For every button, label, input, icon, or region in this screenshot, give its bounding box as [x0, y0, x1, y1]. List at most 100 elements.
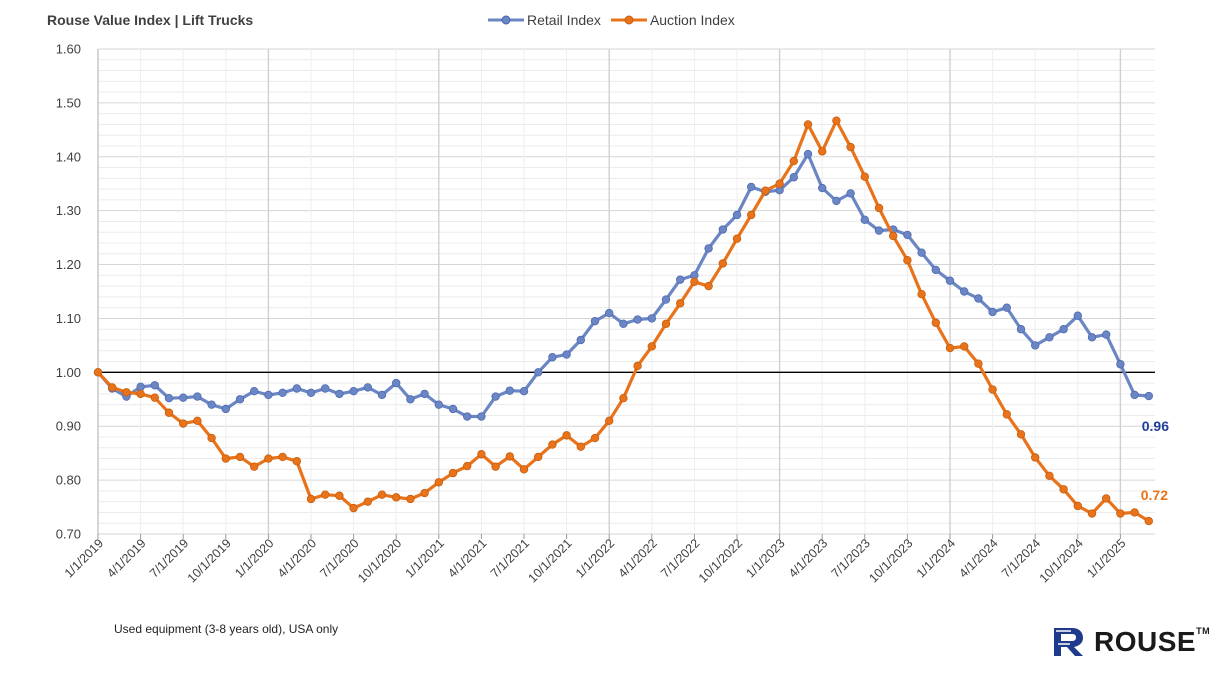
data-point-auction — [335, 491, 344, 500]
x-tick-label: 1/1/2022 — [573, 536, 617, 580]
data-point-auction — [747, 210, 756, 220]
data-point-auction — [818, 147, 827, 156]
legend-label-auction: Auction Index — [649, 12, 735, 28]
data-point-auction — [93, 368, 103, 377]
data-point-retail — [434, 400, 443, 409]
data-point-auction — [732, 234, 742, 243]
brand-name: ROUSETM — [1094, 626, 1210, 658]
data-point-retail — [1116, 360, 1125, 369]
x-tick-label: 10/1/2020 — [355, 536, 404, 585]
data-point-auction — [903, 256, 912, 265]
data-point-retail — [349, 386, 358, 396]
data-point-retail — [747, 182, 756, 192]
data-point-auction — [477, 450, 486, 459]
data-point-auction — [633, 361, 642, 371]
x-tick-label: 7/1/2019 — [147, 536, 191, 580]
data-point-retail — [406, 395, 415, 404]
data-point-auction — [960, 342, 969, 351]
data-point-retail — [292, 384, 301, 393]
data-point-auction — [392, 493, 401, 502]
data-point-retail — [818, 183, 827, 193]
data-point-retail — [1045, 333, 1054, 342]
data-point-retail — [931, 265, 940, 275]
data-point-auction — [178, 419, 188, 428]
data-point-auction — [1144, 516, 1153, 526]
data-point-retail — [832, 196, 841, 206]
data-point-retail — [661, 295, 671, 304]
trademark-mark: TM — [1196, 626, 1211, 636]
data-point-retail — [860, 215, 869, 225]
data-point-retail — [874, 226, 884, 235]
x-tick-label: 10/1/2019 — [185, 536, 234, 585]
data-point-retail — [605, 308, 614, 318]
data-point-retail — [505, 386, 514, 395]
data-point-auction — [1016, 430, 1026, 439]
x-tick-label: 1/1/2019 — [62, 536, 106, 580]
data-point-retail — [704, 244, 713, 253]
end-labels: 0.96 0.72 — [1141, 418, 1169, 503]
data-point-auction — [690, 277, 699, 286]
data-point-auction — [420, 488, 429, 498]
data-point-auction — [221, 454, 230, 463]
data-point-auction — [448, 468, 458, 478]
chart-legend: Retail Index Auction Index — [488, 12, 735, 28]
x-tick-label: 10/1/2022 — [696, 536, 745, 585]
y-axis: 0.70 0.80 0.90 1.00 1.10 1.20 1.30 1.40 1.50 1.60 — [56, 42, 99, 542]
data-point-retail — [1073, 311, 1082, 320]
data-point-retail — [150, 381, 159, 390]
data-point-auction — [136, 389, 145, 399]
data-point-retail — [363, 383, 372, 392]
rouse-r-logo-icon — [1054, 628, 1083, 656]
data-point-auction — [1116, 509, 1125, 518]
x-tick-label: 4/1/2022 — [616, 536, 660, 580]
data-point-retail — [463, 412, 472, 421]
x-tick-label: 4/1/2024 — [956, 536, 1000, 580]
data-point-retail — [491, 392, 500, 401]
data-point-auction — [917, 289, 926, 299]
data-point-retail — [945, 276, 955, 285]
data-point-auction — [803, 120, 813, 129]
data-point-retail — [235, 395, 245, 404]
y-tick-label: 1.60 — [56, 42, 81, 57]
data-point-auction — [377, 490, 387, 499]
data-point-auction — [292, 457, 301, 466]
data-point-auction — [889, 231, 898, 241]
end-label-auction: 0.72 — [1141, 487, 1168, 503]
series-group — [93, 116, 1153, 526]
data-point-auction — [1130, 508, 1139, 517]
x-tick-label: 7/1/2020 — [317, 536, 361, 580]
data-point-retail — [1002, 303, 1011, 312]
data-point-retail — [264, 390, 273, 400]
data-point-retail — [448, 404, 458, 414]
data-point-retail — [633, 315, 642, 324]
data-point-auction — [1073, 501, 1082, 511]
data-point-retail — [335, 389, 344, 399]
data-point-auction — [789, 156, 798, 166]
data-point-retail — [178, 393, 188, 402]
x-tick-label: 10/1/2024 — [1037, 536, 1086, 585]
data-point-retail — [960, 287, 969, 296]
data-point-auction — [1045, 471, 1054, 480]
data-point-auction — [235, 452, 245, 462]
data-point-retail — [377, 390, 387, 400]
legend-item-retail: Retail Index — [488, 12, 601, 28]
x-tick-label: 1/1/2025 — [1084, 536, 1128, 580]
data-point-retail — [676, 275, 685, 284]
x-tick-label: 7/1/2022 — [658, 536, 702, 580]
data-point-retail — [562, 350, 571, 359]
data-point-auction — [193, 416, 202, 426]
data-point-retail — [590, 316, 600, 326]
data-point-retail — [193, 392, 202, 401]
data-point-retail — [164, 394, 174, 403]
data-point-retail — [1059, 325, 1068, 334]
data-point-retail — [477, 412, 486, 421]
data-point-auction — [974, 359, 983, 368]
footnote: Used equipment (3-8 years old), USA only — [114, 622, 339, 636]
data-point-auction — [988, 385, 997, 394]
data-point-retail — [278, 388, 287, 398]
x-tick-label: 4/1/2023 — [786, 536, 830, 580]
data-point-auction — [945, 343, 955, 353]
data-point-retail — [789, 173, 798, 182]
legend-swatch-retail — [488, 15, 524, 25]
